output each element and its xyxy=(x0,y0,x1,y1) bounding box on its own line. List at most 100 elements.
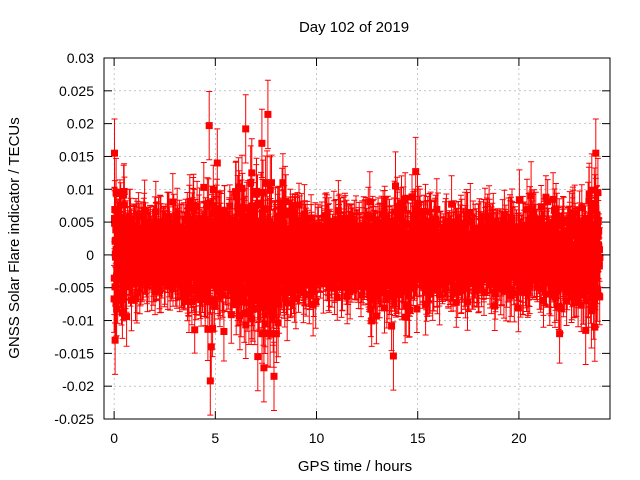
x-tick-label: 5 xyxy=(211,430,219,446)
data-point xyxy=(348,222,356,230)
data-point xyxy=(172,242,180,250)
data-point xyxy=(577,301,585,309)
data-point xyxy=(161,234,169,242)
data-point xyxy=(247,315,255,323)
data-point xyxy=(111,215,118,222)
data-point xyxy=(537,226,545,234)
data-point xyxy=(120,191,128,199)
data-point xyxy=(498,275,506,283)
data-point xyxy=(508,239,516,247)
data-point xyxy=(330,217,338,225)
data-point xyxy=(366,198,374,206)
data-point xyxy=(219,225,227,233)
data-point xyxy=(507,285,515,293)
data-point xyxy=(388,279,396,287)
data-point xyxy=(275,300,283,308)
data-point xyxy=(379,258,387,266)
data-point xyxy=(244,214,252,222)
data-point xyxy=(333,294,341,301)
data-point xyxy=(481,253,488,261)
data-point xyxy=(381,304,388,312)
data-point xyxy=(451,265,458,273)
data-point xyxy=(371,292,379,300)
data-point xyxy=(254,264,262,272)
data-point xyxy=(342,242,350,250)
data-point xyxy=(273,276,280,284)
data-point xyxy=(426,221,434,229)
data-point xyxy=(363,229,371,237)
data-point xyxy=(192,294,200,302)
data-point xyxy=(464,298,471,306)
data-point xyxy=(484,216,492,224)
data-point xyxy=(515,274,523,282)
data-point xyxy=(401,313,409,321)
data-point xyxy=(205,235,213,243)
data-point xyxy=(336,265,344,273)
data-point xyxy=(286,235,294,243)
data-point xyxy=(312,297,320,305)
data-point xyxy=(354,263,362,271)
data-point xyxy=(253,227,261,235)
data-point xyxy=(112,189,120,197)
data-point xyxy=(596,246,603,254)
data-point xyxy=(252,250,260,258)
data-point xyxy=(205,122,213,130)
data-point xyxy=(243,204,251,212)
data-point xyxy=(390,271,398,279)
data-point xyxy=(584,239,592,247)
data-point xyxy=(369,251,377,259)
data-point xyxy=(220,328,228,335)
data-point xyxy=(185,281,192,289)
data-point xyxy=(294,217,301,225)
data-point xyxy=(269,311,277,319)
data-point xyxy=(267,268,275,276)
data-point xyxy=(394,214,402,221)
data-point xyxy=(262,257,270,265)
data-point xyxy=(491,302,499,310)
data-point xyxy=(197,263,204,271)
data-point xyxy=(585,190,593,198)
data-point xyxy=(511,226,519,234)
data-point xyxy=(111,206,119,213)
data-point xyxy=(209,186,217,194)
data-point xyxy=(357,291,365,299)
data-point xyxy=(173,212,181,220)
data-point xyxy=(247,179,255,187)
data-point xyxy=(211,232,219,240)
data-point xyxy=(389,275,397,283)
data-point xyxy=(386,221,393,229)
data-point xyxy=(369,214,377,222)
data-point xyxy=(398,278,406,286)
data-point xyxy=(420,216,428,224)
data-point xyxy=(135,212,143,220)
data-point xyxy=(339,283,346,291)
data-point xyxy=(370,276,377,284)
data-point xyxy=(557,304,565,312)
data-point xyxy=(123,313,131,321)
plot-frame xyxy=(103,57,611,420)
data-point xyxy=(303,235,311,243)
data-point xyxy=(367,305,375,313)
data-point xyxy=(207,280,215,288)
data-point xyxy=(480,276,488,283)
data-point xyxy=(141,206,149,214)
data-point xyxy=(341,215,349,223)
data-point xyxy=(402,301,410,309)
data-point xyxy=(582,271,590,279)
data-point xyxy=(554,231,562,239)
data-point xyxy=(317,268,325,276)
data-point xyxy=(436,290,444,298)
data-point xyxy=(239,204,246,212)
data-point xyxy=(228,281,236,289)
data-point xyxy=(117,215,125,223)
data-point xyxy=(539,261,547,269)
y-tick-label: 0.01 xyxy=(67,181,94,197)
data-point xyxy=(453,227,461,235)
data-point xyxy=(540,296,547,304)
data-point xyxy=(553,287,561,295)
data-point xyxy=(140,218,148,226)
y-tick-label: 0.005 xyxy=(59,214,94,230)
y-tick-label: -0.005 xyxy=(54,280,94,296)
data-point xyxy=(414,199,421,207)
data-point xyxy=(120,201,128,209)
